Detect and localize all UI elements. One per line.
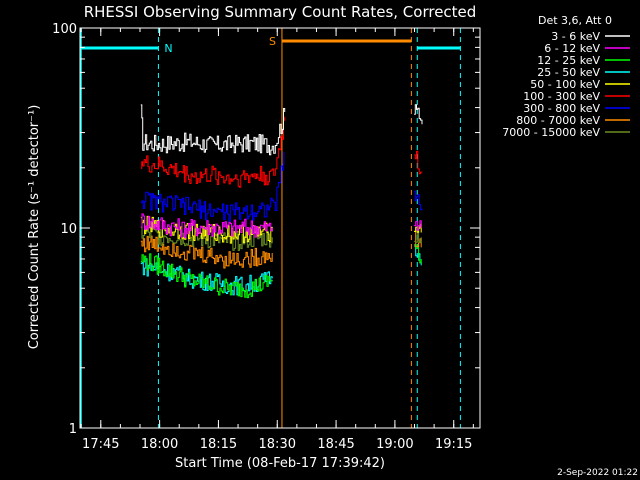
legend-label-1: 6 - 12 keV [544, 42, 600, 55]
x-tick-label-4: 18:45 [317, 437, 354, 452]
legend-label-4: 50 - 100 keV [530, 78, 600, 91]
legend-label-5: 100 - 300 keV [523, 90, 600, 103]
y-axis-label: Corrected Count Rate (s⁻¹ detector⁻¹) [27, 105, 42, 350]
y-tick-label-0: 1 [69, 422, 77, 437]
x-tick-label-5: 19:00 [376, 437, 413, 452]
series-line-1-1 [414, 220, 422, 231]
series-line-7-0 [140, 235, 273, 269]
x-tick-label-0: 17:45 [82, 437, 119, 452]
series-line-6-0 [140, 152, 285, 222]
x-tick-label-1: 18:00 [141, 437, 178, 452]
x-tick-label-3: 18:30 [259, 437, 296, 452]
series-layer [140, 104, 423, 299]
x-axis-label: Start Time (08-Feb-17 17:39:42) [175, 456, 385, 471]
saa-label: S [269, 35, 276, 48]
series-line-0-0 [140, 104, 286, 156]
footer-date: 2-Sep-2022 01:22 [557, 468, 638, 478]
legend-label-8: 7000 - 15000 keV [502, 126, 600, 139]
chart-title: RHESSI Observing Summary Count Rates, Co… [84, 3, 477, 21]
legend-label-3: 25 - 50 keV [537, 66, 600, 79]
series-line-2-0 [140, 253, 273, 299]
night-label: N [164, 42, 172, 55]
y-tick-label-1: 10 [60, 222, 77, 237]
axes-layer: 1 10 100 17:45 18:00 18:15 18:30 18:45 19:00 19:1… [52, 22, 481, 452]
legend-label-0: 3 - 6 keV [551, 30, 600, 43]
series-line-3-0 [140, 258, 273, 296]
legend-label-2: 12 - 25 keV [537, 54, 600, 67]
legend-label-6: 300 - 800 keV [523, 102, 600, 115]
series-line-0-1 [414, 104, 423, 125]
legend-header: Det 3,6, Att 0 [538, 14, 612, 27]
x-tick-label-2: 18:15 [200, 437, 237, 452]
series-line-5-1 [414, 150, 423, 175]
series-line-6-1 [414, 190, 423, 211]
y-tick-label-2: 100 [52, 22, 77, 37]
series-line-5-0 [140, 116, 286, 188]
series-line-1-0 [140, 213, 273, 239]
x-tick-label-6: 19:15 [435, 437, 472, 452]
legend-label-7: 800 - 7000 keV [516, 114, 600, 127]
annotation-layer: NS [80, 28, 461, 428]
